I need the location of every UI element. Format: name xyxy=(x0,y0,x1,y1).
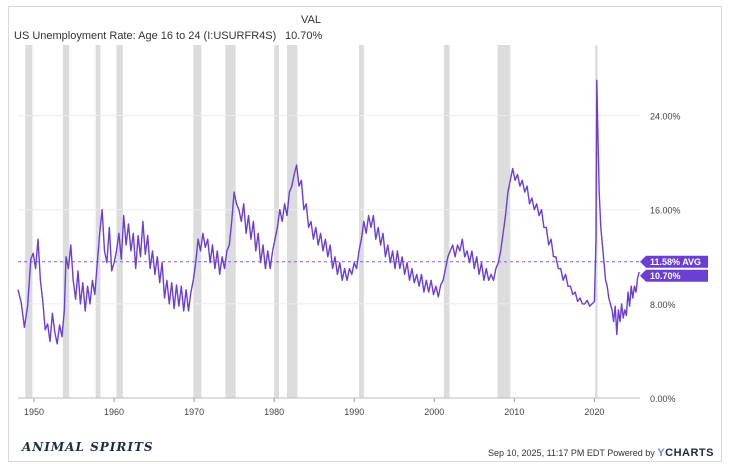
average-value-tag: 11.58% AVG xyxy=(640,255,708,268)
recession-band xyxy=(193,45,202,398)
x-tick-label: 1980 xyxy=(264,407,284,417)
x-tick-label: 1960 xyxy=(104,407,124,417)
y-tick-label: 0.00% xyxy=(650,394,676,404)
series-value: 10.70% xyxy=(285,30,323,42)
last-value-tag: 10.70% xyxy=(640,269,708,282)
series-line xyxy=(17,79,640,345)
recession-band xyxy=(225,45,236,398)
recession-band xyxy=(359,45,364,398)
x-tick-label: 2020 xyxy=(584,407,604,417)
recession-band xyxy=(274,45,279,398)
svg-text:10.70%: 10.70% xyxy=(650,271,681,281)
recession-band xyxy=(286,45,298,398)
x-tick-label: 1990 xyxy=(344,407,364,417)
recession-band xyxy=(25,45,33,398)
y-tick-label: 8.00% xyxy=(650,300,676,310)
y-tick-label: 16.00% xyxy=(650,206,681,216)
ycharts-logo[interactable]: YCHARTS xyxy=(657,447,714,459)
recession-band xyxy=(62,45,70,398)
footer-attribution: Sep 10, 2025, 11:17 PM EDT Powered by YC… xyxy=(488,447,714,459)
recession-band xyxy=(116,45,123,398)
animal-spirits-logo: ANIMAL SPIRITS xyxy=(22,440,154,454)
x-tick-label: 2010 xyxy=(504,407,524,417)
x-tick-label: 1970 xyxy=(184,407,204,417)
x-tick-label: 1950 xyxy=(24,407,44,417)
timestamp: Sep 10, 2025, 11:17 PM EDT Powered by xyxy=(488,448,655,458)
x-tick-label: 2000 xyxy=(424,407,444,417)
svg-text:11.58% AVG: 11.58% AVG xyxy=(650,257,701,267)
recession-band xyxy=(497,45,511,398)
recession-band xyxy=(95,45,101,398)
value-column-label: VAL xyxy=(301,14,321,26)
y-tick-label: 24.00% xyxy=(650,112,681,122)
series-name[interactable]: US Unemployment Rate: Age 16 to 24 (I:US… xyxy=(14,30,277,42)
recession-band xyxy=(443,45,450,398)
